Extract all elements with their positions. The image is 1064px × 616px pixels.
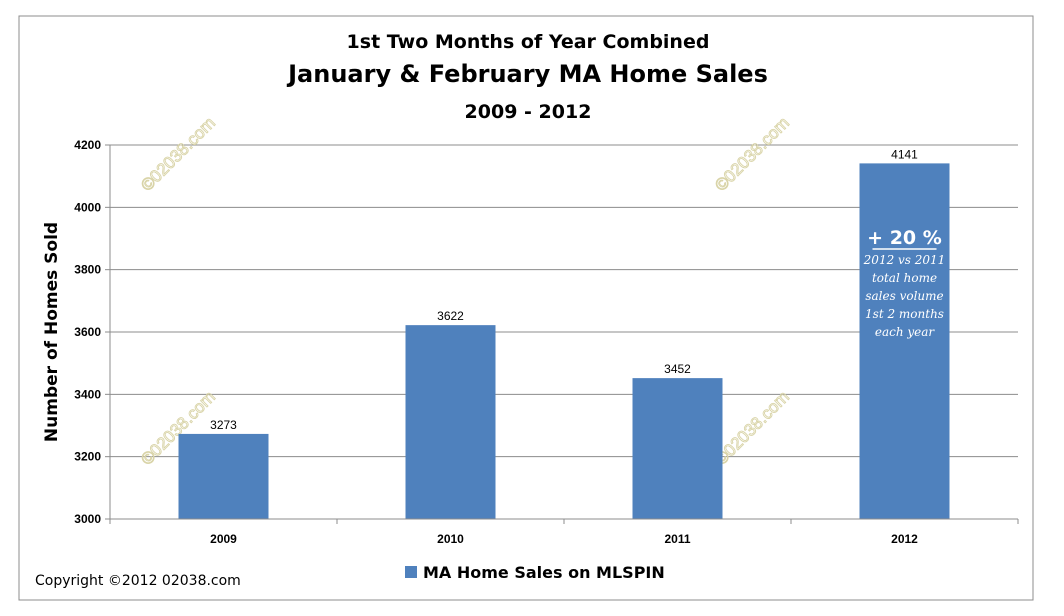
y-axis-label: Number of Homes Sold — [42, 222, 62, 442]
annotation-line: sales volume — [865, 289, 943, 303]
annotation-lines: 2012 vs 2011 total home sales volume 1st 2 … — [863, 253, 946, 339]
y-tick-label: 4200 — [74, 138, 101, 152]
annotation-line: 1st 2 months — [865, 307, 944, 321]
y-tick-label: 3800 — [74, 263, 101, 277]
bar — [178, 433, 269, 519]
legend-label: MA Home Sales on MLSPIN — [423, 563, 665, 582]
annotation-line: each year — [875, 325, 936, 339]
y-tick-label: 3400 — [74, 387, 101, 401]
x-tick-label: 2009 — [210, 532, 237, 546]
bar-value-label: 4141 — [891, 147, 918, 161]
axes: 3000 3200 3400 3600 3800 4000 4200 2009 2010 2011… — [74, 138, 1019, 546]
chart-subtitle-years: 2009 - 2012 — [465, 101, 592, 123]
bar-value-label: 3622 — [437, 309, 464, 323]
legend-swatch — [405, 566, 417, 578]
annotation-line: 2012 vs 2011 — [863, 253, 946, 267]
x-tick-label: 2011 — [664, 532, 690, 546]
annotation-headline: + 20 % — [867, 227, 942, 249]
bar-value-label: 3273 — [210, 418, 237, 432]
x-tick-label: 2012 — [891, 532, 918, 546]
annotation-box: + 20 % 2012 vs 2011 total home sales volum… — [863, 227, 946, 339]
bar — [859, 163, 950, 519]
copyright-text: Copyright ©2012 02038.com — [35, 573, 241, 589]
chart-subtitle: January & February MA Home Sales — [286, 60, 768, 88]
bar — [632, 378, 723, 519]
legend: MA Home Sales on MLSPIN — [405, 563, 665, 582]
chart-title: 1st Two Months of Year Combined — [347, 31, 710, 53]
x-tick-label: 2010 — [437, 532, 464, 546]
y-tick-label: 3200 — [74, 450, 101, 464]
annotation-line: total home — [872, 271, 937, 285]
y-tick-label: 3600 — [74, 325, 101, 339]
bar — [405, 325, 496, 519]
y-tick-label: 3000 — [74, 512, 101, 526]
y-tick-label: 4000 — [74, 200, 101, 214]
bars: 3273 3622 3452 4141 — [178, 147, 950, 519]
bar-value-label: 3452 — [664, 362, 691, 376]
